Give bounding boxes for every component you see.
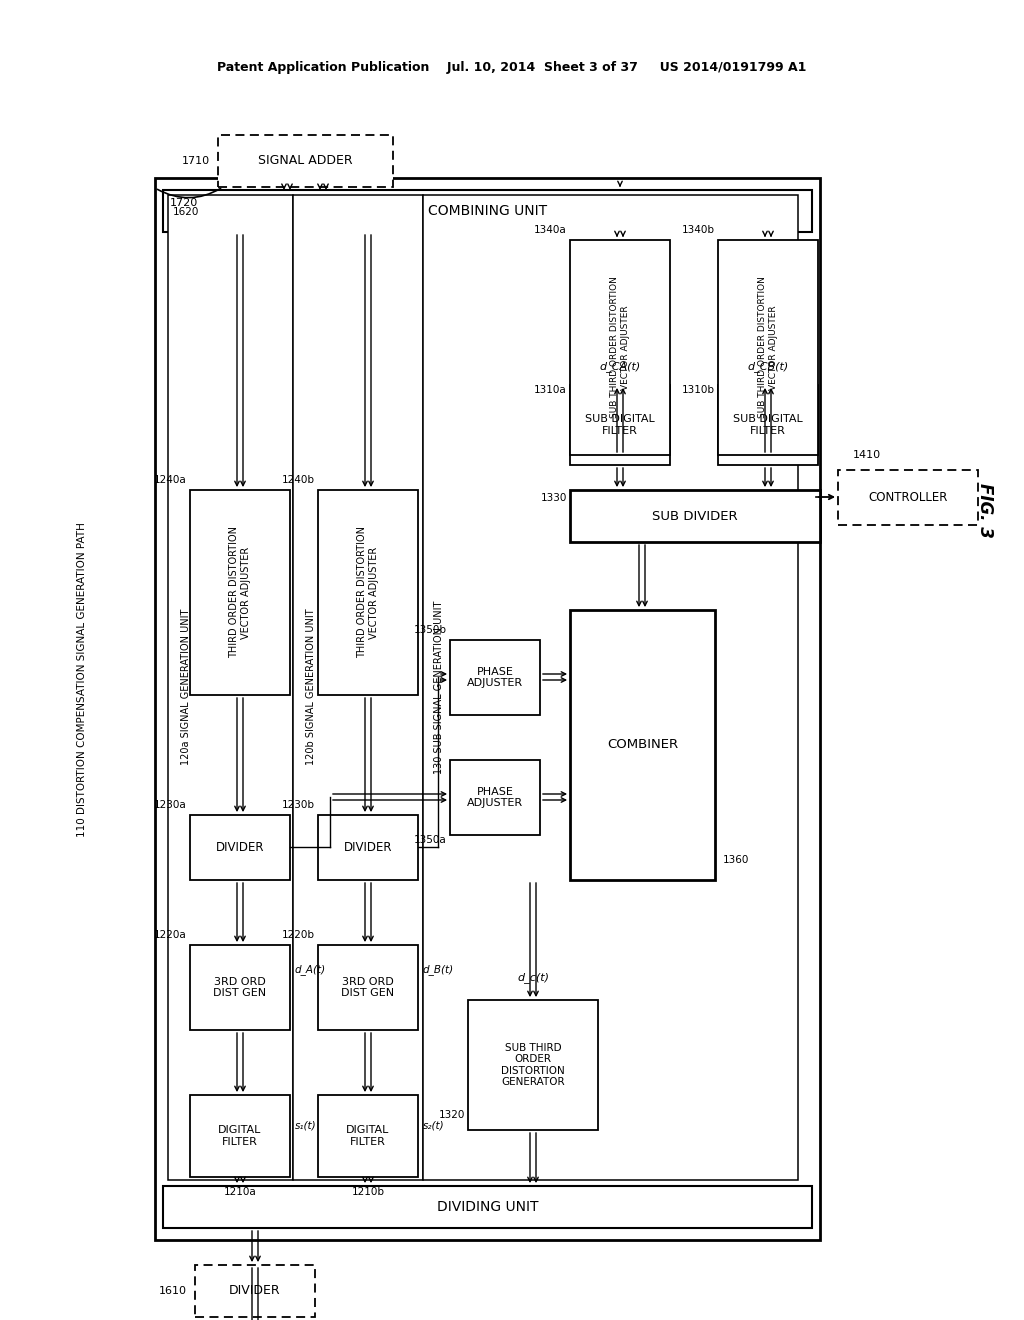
Bar (570, 385, 670, 465)
Text: SIGNAL ADDER: SIGNAL ADDER (258, 154, 353, 168)
Text: 1240b: 1240b (282, 475, 315, 484)
Bar (168, 195, 293, 1180)
Text: DIGITAL
FILTER: DIGITAL FILTER (346, 1125, 390, 1147)
Bar (570, 490, 820, 543)
Text: 1230a: 1230a (155, 800, 187, 810)
Text: 1710: 1710 (182, 156, 210, 166)
Text: d_B(t): d_B(t) (423, 965, 454, 975)
Text: DIGITAL
FILTER: DIGITAL FILTER (218, 1125, 262, 1147)
Bar (218, 135, 393, 187)
Bar (468, 1001, 598, 1130)
Text: Patent Application Publication    Jul. 10, 2014  Sheet 3 of 37     US 2014/01917: Patent Application Publication Jul. 10, … (217, 62, 807, 74)
Text: 1320: 1320 (438, 1110, 465, 1119)
Text: 3RD ORD
DIST GEN: 3RD ORD DIST GEN (341, 977, 394, 998)
Bar (570, 610, 715, 880)
Text: COMBINER: COMBINER (607, 738, 678, 751)
Text: 1210b: 1210b (351, 1187, 384, 1197)
Text: 1610: 1610 (159, 1286, 187, 1296)
Bar (318, 814, 418, 880)
Text: PHASE
ADJUSTER: PHASE ADJUSTER (467, 667, 523, 688)
Text: 1720: 1720 (170, 198, 199, 209)
Bar (190, 945, 290, 1030)
Text: 1620: 1620 (173, 207, 200, 216)
Text: SUB THIRD ORDER DISTORTION
VECTOR ADJUSTER: SUB THIRD ORDER DISTORTION VECTOR ADJUST… (610, 277, 630, 418)
Text: 1240a: 1240a (155, 475, 187, 484)
Text: THIRD ORDER DISTORTION
VECTOR ADJUSTER: THIRD ORDER DISTORTION VECTOR ADJUSTER (229, 527, 251, 659)
Text: 120b SIGNAL GENERATION UNIT: 120b SIGNAL GENERATION UNIT (306, 609, 316, 766)
Bar (570, 240, 670, 455)
Text: 1210a: 1210a (223, 1187, 256, 1197)
Text: PHASE
ADJUSTER: PHASE ADJUSTER (467, 787, 523, 808)
Text: d_A(t): d_A(t) (295, 965, 326, 975)
Bar (318, 945, 418, 1030)
Text: 1310b: 1310b (682, 385, 715, 395)
Text: 1340a: 1340a (535, 224, 567, 235)
Bar (718, 240, 818, 455)
Text: DIVIDER: DIVIDER (216, 841, 264, 854)
Text: 1410: 1410 (853, 450, 881, 459)
Text: 1220a: 1220a (155, 931, 187, 940)
Bar (318, 490, 418, 696)
Text: DIVIDER: DIVIDER (344, 841, 392, 854)
Text: THIRD ORDER DISTORTION
VECTOR ADJUSTER: THIRD ORDER DISTORTION VECTOR ADJUSTER (357, 527, 379, 659)
Text: 1340b: 1340b (682, 224, 715, 235)
Text: DIVIDER: DIVIDER (229, 1284, 281, 1298)
Text: SUB THIRD
ORDER
DISTORTION
GENERATOR: SUB THIRD ORDER DISTORTION GENERATOR (501, 1043, 565, 1088)
Text: COMBINING UNIT: COMBINING UNIT (428, 205, 547, 218)
Text: 1310a: 1310a (535, 385, 567, 395)
Text: 1330: 1330 (541, 492, 567, 503)
Text: SUB DIGITAL
FILTER: SUB DIGITAL FILTER (585, 414, 655, 436)
Bar (718, 385, 818, 465)
Text: d_CA(t): d_CA(t) (599, 362, 641, 372)
Text: 110 DISTORTION COMPENSATION SIGNAL GENERATION PATH: 110 DISTORTION COMPENSATION SIGNAL GENER… (77, 523, 87, 837)
Bar (450, 640, 540, 715)
Text: s₂(t): s₂(t) (423, 1121, 444, 1131)
Text: CONTROLLER: CONTROLLER (868, 491, 947, 504)
Text: FIG. 3: FIG. 3 (976, 483, 994, 537)
Bar (155, 178, 820, 1239)
Text: d_c(t): d_c(t) (517, 973, 549, 983)
Text: 120a SIGNAL GENERATION UNIT: 120a SIGNAL GENERATION UNIT (181, 609, 191, 766)
Bar (838, 470, 978, 525)
Bar (450, 760, 540, 836)
Text: SUB DIGITAL
FILTER: SUB DIGITAL FILTER (733, 414, 803, 436)
Text: 1360: 1360 (723, 855, 750, 865)
Bar (293, 195, 423, 1180)
Text: 1350a: 1350a (415, 836, 447, 845)
Text: 1220b: 1220b (282, 931, 315, 940)
Bar (190, 490, 290, 696)
Bar (318, 1096, 418, 1177)
Text: 1230b: 1230b (282, 800, 315, 810)
Text: SUB THIRD ORDER DISTORTION
VECTOR ADJUSTER: SUB THIRD ORDER DISTORTION VECTOR ADJUST… (759, 277, 777, 418)
Bar (190, 814, 290, 880)
Bar (163, 190, 812, 232)
Text: DIVIDING UNIT: DIVIDING UNIT (437, 1200, 539, 1214)
Bar (195, 1265, 315, 1317)
Bar (423, 195, 798, 1180)
Text: 1350b: 1350b (414, 624, 447, 635)
Bar (163, 1185, 812, 1228)
Text: SUB DIVIDER: SUB DIVIDER (652, 510, 738, 523)
Text: d_CB(t): d_CB(t) (748, 362, 788, 372)
Text: 3RD ORD
DIST GEN: 3RD ORD DIST GEN (213, 977, 266, 998)
Text: 130 SUB SIGNAL GENERATION UNIT: 130 SUB SIGNAL GENERATION UNIT (434, 601, 444, 774)
Text: s₁(t): s₁(t) (295, 1121, 316, 1131)
Bar (190, 1096, 290, 1177)
